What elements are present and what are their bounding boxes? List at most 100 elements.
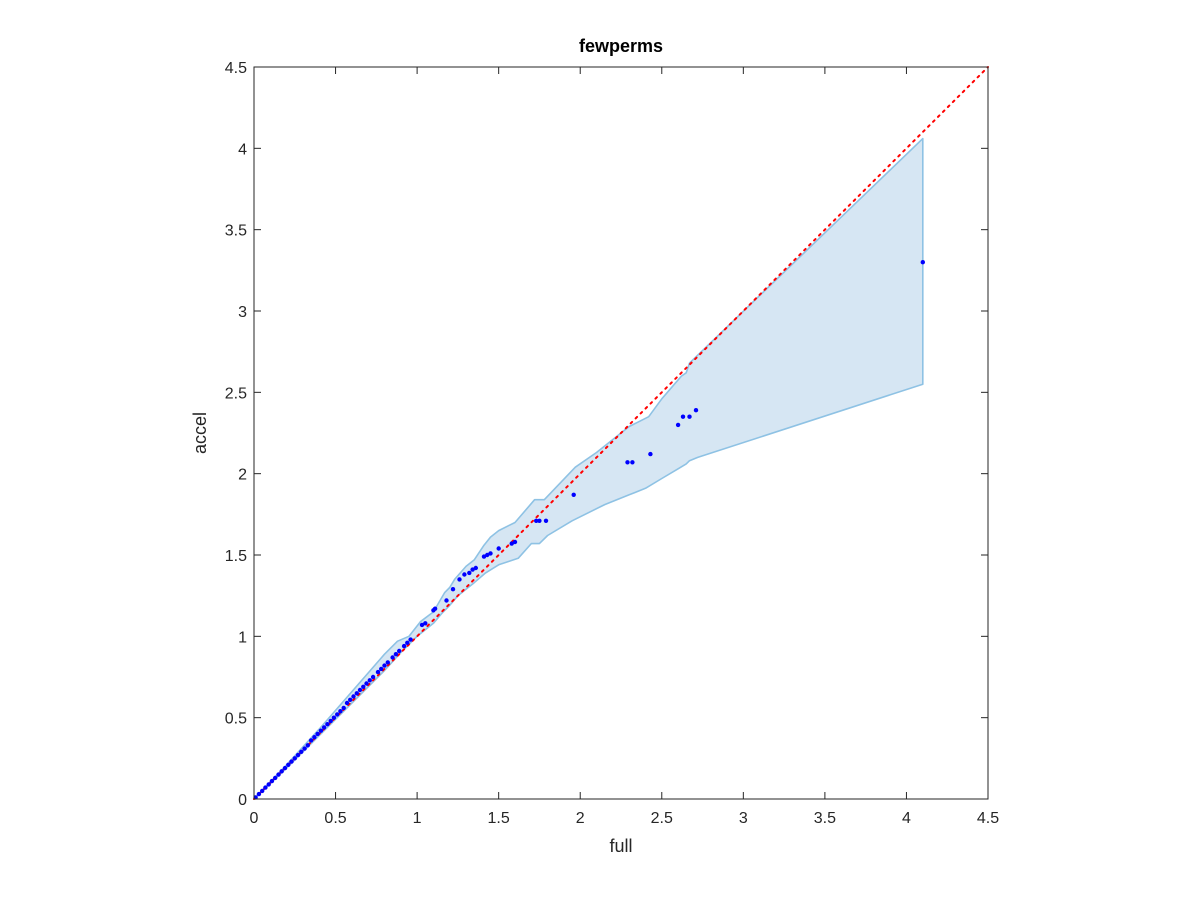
data-point-31 — [354, 691, 359, 696]
data-point-6 — [273, 775, 278, 781]
data-point-66 — [543, 518, 549, 523]
y-tick-label-5: 2.5 — [225, 385, 247, 402]
data-point-39 — [382, 663, 387, 668]
data-point-25 — [335, 712, 340, 717]
data-point-74 — [693, 408, 699, 413]
data-point-12 — [292, 756, 297, 761]
data-point-30 — [351, 694, 356, 699]
data-point-55 — [467, 570, 472, 576]
data-point-50 — [432, 606, 438, 611]
axes-frame — [253, 66, 989, 800]
data-point-40 — [385, 660, 390, 665]
data-point-34 — [364, 681, 369, 686]
data-point-41 — [390, 655, 395, 660]
data-point-22 — [325, 722, 330, 727]
data-point-68 — [625, 460, 630, 465]
data-point-72 — [680, 414, 686, 419]
y-tick-label-2: 1 — [238, 629, 247, 646]
data-point-7 — [276, 772, 281, 777]
data-point-3 — [263, 785, 268, 790]
x-axis-label: full — [609, 836, 632, 856]
data-point-26 — [338, 709, 343, 714]
x-axis-ticks: 0 0.5 1 1.5 2 2.5 3 3.5 4 4.5 — [250, 67, 999, 827]
data-point-29 — [348, 697, 353, 702]
y-tick-label-7: 3.5 — [225, 223, 247, 240]
data-point-67 — [571, 492, 576, 497]
data-point-33 — [361, 684, 366, 689]
axes-box — [253, 66, 989, 800]
data-point-59 — [485, 552, 490, 558]
y-tick-label-1: 0.5 — [225, 711, 247, 728]
x-tick-label-6: 3 — [739, 810, 748, 827]
data-points — [253, 260, 925, 800]
reference-line-layer — [253, 66, 989, 800]
data-point-9 — [282, 765, 288, 771]
x-tick-label-8: 4 — [902, 810, 911, 827]
data-point-37 — [375, 669, 381, 675]
data-point-57 — [473, 565, 478, 571]
data-point-24 — [331, 715, 337, 720]
x-tick-label-5: 2.5 — [651, 810, 673, 827]
data-point-28 — [344, 700, 350, 706]
data-point-5 — [269, 778, 275, 784]
x-tick-label-1: 0.5 — [324, 810, 346, 827]
x-tick-label-7: 3.5 — [814, 810, 836, 827]
data-point-64 — [534, 518, 539, 523]
data-point-51 — [444, 598, 449, 603]
data-point-35 — [367, 678, 372, 683]
data-point-73 — [687, 414, 692, 419]
data-point-4 — [266, 782, 271, 787]
data-point-75 — [920, 260, 925, 265]
data-point-54 — [462, 572, 467, 577]
data-point-48 — [423, 621, 428, 626]
data-point-52 — [450, 587, 456, 592]
data-point-69 — [630, 460, 635, 465]
data-point-17 — [308, 738, 314, 743]
x-tick-label-4: 2 — [576, 810, 585, 827]
y-tick-label-0: 0 — [238, 792, 247, 809]
data-point-32 — [357, 687, 363, 693]
data-point-18 — [312, 735, 317, 740]
data-point-21 — [321, 725, 327, 730]
data-point-36 — [370, 674, 376, 680]
data-point-1 — [256, 791, 262, 797]
data-point-14 — [299, 749, 304, 754]
data-point-46 — [408, 637, 413, 642]
data-point-70 — [648, 451, 653, 457]
data-point-71 — [675, 422, 681, 428]
data-point-8 — [279, 769, 284, 774]
data-point-62 — [509, 541, 514, 546]
data-point-38 — [379, 666, 384, 672]
x-tick-label-9: 4.5 — [977, 810, 999, 827]
x-tick-label-2: 1 — [413, 810, 422, 827]
data-point-10 — [286, 762, 291, 767]
data-point-20 — [318, 728, 324, 733]
data-point-63 — [512, 539, 518, 545]
data-point-45 — [405, 640, 410, 645]
data-point-47 — [419, 622, 425, 628]
y-tick-label-6: 3 — [238, 304, 247, 321]
data-point-65 — [537, 518, 542, 523]
y-tick-label-9: 4.5 — [225, 60, 247, 77]
x-tick-label-3: 1.5 — [488, 810, 510, 827]
data-point-2 — [260, 788, 265, 794]
x-tick-label-0: 0 — [250, 810, 259, 827]
y-tick-label-3: 1.5 — [225, 548, 247, 565]
data-point-15 — [302, 746, 307, 751]
data-point-13 — [295, 752, 301, 758]
y-tick-label-4: 2 — [238, 467, 247, 484]
data-point-53 — [457, 577, 462, 582]
data-point-44 — [401, 643, 407, 649]
data-point-19 — [315, 731, 320, 737]
data-point-11 — [289, 759, 294, 764]
chart-title: fewperms — [579, 36, 663, 56]
data-point-43 — [397, 648, 402, 654]
data-point-16 — [305, 743, 310, 748]
y-tick-label-8: 4 — [238, 141, 247, 158]
y-axis-ticks: 0 0.5 1 1.5 2 2.5 3 3.5 4 4.5 — [225, 60, 988, 809]
data-point-42 — [393, 652, 399, 657]
reference-line — [253, 66, 989, 800]
data-point-60 — [488, 551, 493, 556]
